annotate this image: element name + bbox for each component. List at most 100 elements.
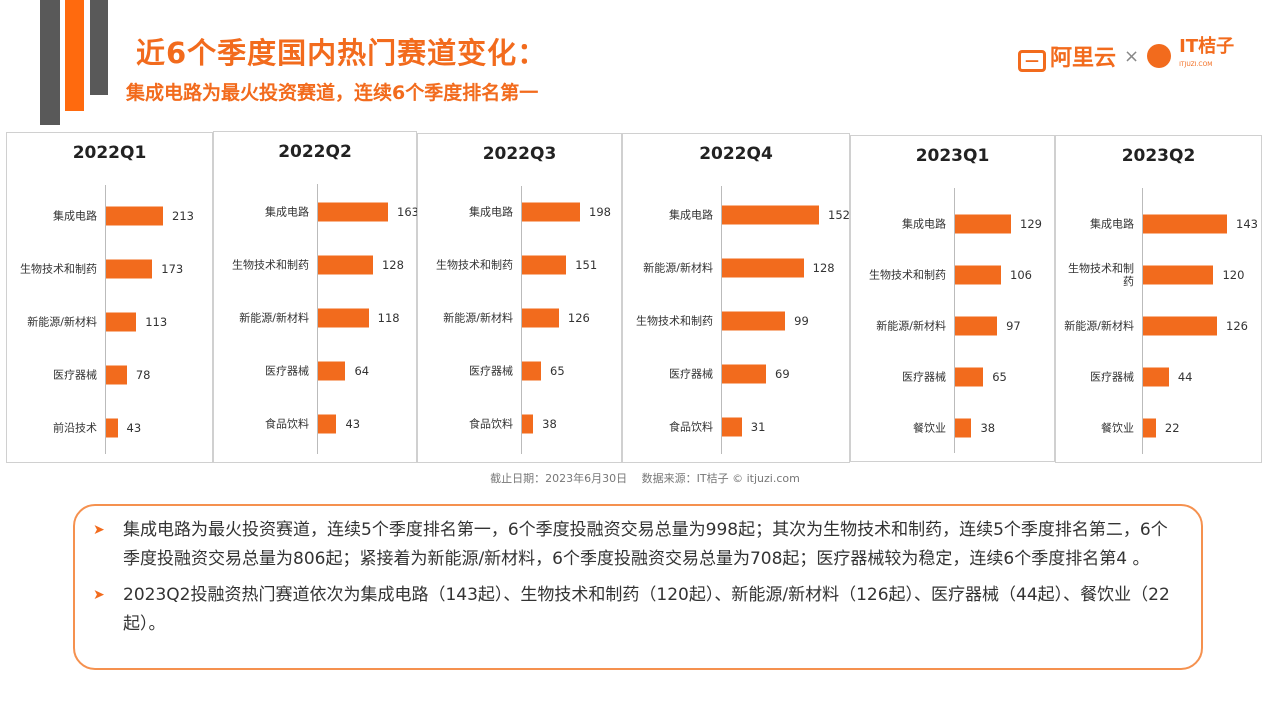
value-label: 38 (542, 417, 557, 431)
itjuzi-logo-text: IT桔子 (1179, 36, 1235, 57)
value-label: 151 (575, 258, 598, 272)
bar (106, 206, 163, 226)
bar (722, 258, 804, 278)
bar (318, 414, 337, 434)
value-label: 163 (397, 205, 419, 219)
bar (522, 202, 580, 222)
chart-title: 2022Q2 (278, 142, 352, 162)
chart-title: 2022Q1 (72, 143, 147, 163)
bar (522, 255, 567, 275)
category-label: 餐饮业 (913, 421, 946, 435)
value-label: 65 (550, 364, 565, 378)
bar (318, 361, 346, 381)
value-label: 65 (992, 370, 1007, 384)
chart-title: 2023Q2 (1121, 146, 1196, 166)
value-label: 99 (794, 314, 809, 328)
category-label: 生物技术和制药 (232, 258, 309, 272)
value-label: 213 (172, 209, 194, 223)
value-label: 128 (812, 261, 835, 275)
value-label: 126 (1226, 319, 1248, 333)
bar (955, 265, 1001, 285)
bar (1143, 367, 1169, 387)
category-label: 新能源/新材料 (1064, 319, 1134, 333)
bar (955, 316, 998, 336)
y-axis-line (521, 186, 522, 454)
value-label: 106 (1010, 268, 1032, 282)
decor-bar-gray-1 (40, 0, 60, 125)
category-label: 新能源/新材料 (27, 315, 97, 329)
category-label: 新能源/新材料 (443, 311, 513, 325)
bar (106, 365, 127, 385)
category-label: 集成电路 (669, 208, 713, 222)
value-label: 126 (567, 311, 590, 325)
category-label: 食品饮料 (265, 417, 309, 431)
category-label: 集成电路 (1090, 217, 1134, 231)
bar (318, 308, 369, 328)
category-label: 医疗器械 (53, 368, 97, 382)
bar (106, 259, 153, 279)
value-label: 129 (1020, 217, 1042, 231)
category-label: 生物技术和制药 (436, 258, 513, 272)
aliyun-logo-text: 阿里云 (1050, 46, 1117, 71)
chart-panel-2022Q3: 2022Q3 集成电路 198 生物技术和制药 151 新能源/新材料 126 医疗器械 65 食… (417, 133, 622, 463)
value-label: 118 (377, 311, 400, 325)
value-label: 38 (980, 421, 996, 435)
arrow-bullet-icon: ➤ (93, 522, 105, 538)
summary-point: ➤ 集成电路为最火投资赛道，连续5个季度排名第一，6个季度投融资交易总量为998起… (93, 516, 1171, 574)
aliyun-logo: — 阿里云 (1018, 40, 1116, 72)
itjuzi-logo: IT桔子 ITJUZI.COM (1179, 38, 1234, 74)
chart-panel-2023Q1: 2023Q1 集成电路 129 生物技术和制药 106 新能源/新材料 97 医疗器械 65 餐饮… (850, 135, 1055, 462)
decor-bar-orange (65, 0, 84, 111)
category-label: 医疗器械 (1090, 370, 1134, 384)
value-label: 113 (145, 315, 168, 329)
bar (1143, 418, 1156, 438)
category-label: 生物技术和制药 (20, 262, 97, 276)
chart-title: 2022Q3 (482, 144, 557, 164)
value-label: 43 (126, 421, 142, 435)
value-label: 22 (1164, 421, 1180, 435)
itjuzi-logo-url: ITJUZI.COM (1179, 61, 1213, 68)
chart-panel-2022Q4: 2022Q4 集成电路 152 新能源/新材料 128 生物技术和制药 99 医疗器械 69 食品… (622, 133, 850, 463)
value-label: 198 (589, 205, 611, 219)
chart-panel-2022Q1: 2022Q1 集成电路 213 生物技术和制药 173 新能源/新材料 113 医疗器械 78 前… (6, 132, 213, 463)
category-label: 新能源/新材料 (876, 319, 946, 333)
value-label: 43 (345, 417, 361, 431)
category-label: 医疗器械 (902, 370, 946, 384)
category-label: 医疗器械 (469, 364, 513, 378)
value-label: 44 (1177, 370, 1193, 384)
category-label: 集成电路 (469, 205, 513, 219)
value-label: 120 (1222, 268, 1245, 282)
category-label: 医疗器械 (669, 367, 713, 381)
category-label: 生物技术和制药 (636, 314, 713, 328)
summary-text: 2023Q2投融资热门赛道依次为集成电路（143起）、生物技术和制药（120起）… (123, 585, 1170, 634)
bar (722, 311, 786, 331)
value-label: 69 (775, 367, 790, 381)
bar (318, 255, 373, 275)
bar (106, 418, 118, 438)
summary-point: ➤ 2023Q2投融资热门赛道依次为集成电路（143起）、生物技术和制药（120起… (93, 581, 1171, 639)
summary-text: 集成电路为最火投资赛道，连续5个季度排名第一，6个季度投融资交易总量为998起；… (123, 520, 1168, 569)
value-label: 152 (828, 208, 850, 222)
category-label: 新能源/新材料 (239, 311, 309, 325)
value-label: 78 (135, 368, 151, 382)
category-label: 集成电路 (902, 217, 946, 231)
bar (955, 214, 1011, 234)
times-icon: × (1124, 45, 1140, 67)
value-label: 31 (750, 420, 766, 434)
category-label: 医疗器械 (265, 364, 309, 378)
bar (522, 361, 542, 381)
category-label: 食品饮料 (669, 420, 713, 434)
category-label: 生物技术和制药 (1068, 262, 1134, 288)
bar (1143, 214, 1227, 234)
bar (1143, 316, 1217, 336)
arrow-bullet-icon: ➤ (93, 587, 105, 603)
y-axis-line (1142, 188, 1143, 454)
category-label: 食品饮料 (469, 417, 513, 431)
category-label: 生物技术和制药 (869, 268, 946, 282)
y-axis-line (954, 188, 955, 453)
value-label: 143 (1236, 217, 1258, 231)
bar (722, 205, 819, 225)
value-label: 173 (161, 262, 184, 276)
bar (955, 418, 972, 438)
chart-title: 2022Q4 (699, 144, 773, 164)
